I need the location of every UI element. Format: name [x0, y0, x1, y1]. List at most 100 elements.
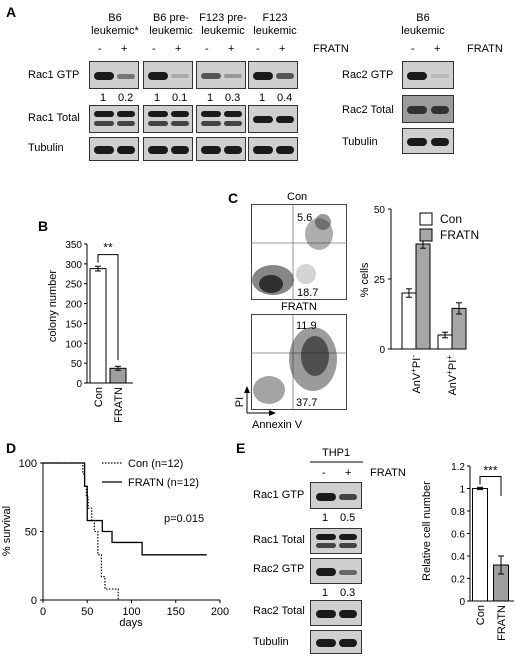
quant-value: 1	[100, 92, 107, 104]
quant-value: 0.3	[225, 92, 241, 104]
x-tick-label: Con	[475, 605, 487, 625]
cell-line-label: THP1	[322, 447, 351, 459]
quant-value: 1	[259, 92, 266, 104]
row-label-tubulin-e: Tubulin	[253, 636, 289, 648]
row-label-rac2-total: Rac2 Total	[342, 104, 394, 116]
row-label-rac1-total: Rac1 Total	[28, 112, 80, 124]
blot-e-rac1-gtp	[310, 482, 362, 509]
panel-e-label: E	[236, 440, 246, 456]
right-group-line1: B6	[416, 12, 430, 24]
row-label-tubulin-right: Tubulin	[342, 136, 378, 148]
x-tick-label: Con	[93, 387, 105, 407]
fratn-label: FRATN	[313, 43, 349, 55]
quant-value: 1	[207, 92, 214, 104]
x-tick-label: AnV+PI-	[409, 355, 424, 394]
row-label-rac1-total-e: Rac1 Total	[253, 534, 305, 546]
x-tick-label: 200	[211, 606, 229, 618]
y-tick-label: 0	[459, 597, 465, 608]
lane-sign: -	[322, 467, 326, 479]
y-tick-label: 50	[25, 527, 37, 539]
facs-y-axis-label: PI	[234, 397, 246, 407]
y-axis-label: % cells	[359, 262, 371, 297]
x-tick-label: FRATN	[496, 605, 508, 641]
legend-label: FRATN	[440, 228, 479, 242]
blot-e-rac2-gtp	[310, 558, 362, 584]
quant-value: 0.5	[340, 512, 356, 524]
lane-sign: +	[279, 43, 286, 55]
x-tick-label: 100	[122, 606, 140, 618]
blot-tubulin-b6-leukemic	[89, 137, 139, 161]
y-tick-label: 50	[71, 359, 83, 370]
facs-x-axis-label: Annexin V	[252, 419, 303, 431]
facs-plot-fratn: 11.9 37.7	[251, 314, 347, 410]
row-label-rac2-gtp-e: Rac2 GTP	[253, 563, 305, 575]
y-axis-label: Relative cell number	[421, 481, 433, 581]
lane-sign: +	[228, 43, 235, 55]
blot-tubulin-f123-leukemic	[248, 137, 298, 161]
y-tick-label: 200	[65, 300, 82, 311]
bar	[472, 488, 488, 602]
blot-rac1-gtp-f123-leukemic	[248, 61, 298, 89]
blot-rac2-total	[402, 95, 454, 123]
blot-rac1-total-b6-preleukemic	[143, 105, 193, 133]
y-tick-label: 250	[65, 280, 82, 291]
facs-con-bottom-value: 18.7	[297, 287, 318, 299]
x-tick-label: FRATN	[113, 387, 125, 423]
panel-c-label: C	[228, 190, 239, 206]
significance-marker: **	[103, 241, 113, 255]
quant-value: 1	[322, 512, 329, 524]
blot-rac1-gtp-b6-preleukemic	[143, 61, 193, 89]
row-label-rac1-gtp: Rac1 GTP	[28, 69, 80, 81]
blot-tubulin-b6-preleukemic	[143, 137, 193, 161]
lane-sign: +	[345, 467, 352, 479]
y-tick-label: 25	[374, 275, 386, 286]
y-tick-label: 150	[65, 319, 82, 330]
legend-swatch	[419, 212, 433, 226]
blot-rac1-total-f123-preleukemic	[196, 105, 246, 133]
row-label-rac2-total-e: Rac2 Total	[253, 605, 305, 617]
y-tick-label: 0.6	[451, 530, 465, 541]
x-tick-label: 150	[167, 606, 185, 618]
row-label-tubulin: Tubulin	[28, 142, 64, 154]
lane-sign: -	[98, 43, 102, 55]
right-group-line2: leukemic	[401, 25, 445, 37]
y-axis-label: colony number	[47, 270, 59, 342]
x-axis-label: days	[119, 617, 143, 629]
y-tick-label: 0.2	[451, 575, 465, 586]
facs-fratn-top-value: 11.9	[296, 320, 317, 332]
legend-label: FRATN (n=12)	[128, 477, 199, 489]
group-b6-leukemic-line2: leukemic*	[91, 25, 139, 37]
quant-value: 0.2	[118, 92, 134, 104]
y-tick-label: 100	[19, 458, 37, 470]
x-tick-label: 0	[40, 606, 46, 618]
facs-con-top-value: 5.6	[297, 212, 312, 224]
group-b6-preleukemic-line1: B6 pre-	[152, 12, 190, 24]
y-tick-label: 0	[76, 379, 82, 390]
y-tick-label: 0	[379, 345, 385, 356]
quant-value: 0.1	[172, 92, 188, 104]
p-value-annotation: p=0.015	[164, 513, 204, 525]
lane-sign: +	[434, 43, 441, 55]
blot-rac1-gtp-f123-preleukemic	[196, 61, 246, 89]
panel-b-label: B	[38, 218, 49, 234]
quant-value: 1	[154, 92, 161, 104]
fratn-label-e: FRATN	[370, 467, 406, 479]
significance-marker: ***	[483, 464, 497, 478]
group-f123-preleukemic-line2: leukemic	[201, 25, 245, 37]
y-tick-label: 1.2	[451, 462, 465, 473]
survival-curve-con	[43, 462, 119, 600]
blot-tubulin-right	[402, 128, 454, 154]
blot-rac1-total-f123-leukemic	[248, 105, 298, 133]
legend-swatch	[419, 228, 433, 242]
lane-sign: -	[152, 43, 156, 55]
lane-sign: -	[205, 43, 209, 55]
y-tick-label: 300	[65, 260, 82, 271]
lane-sign: -	[411, 43, 415, 55]
y-tick-label: 0.4	[451, 552, 465, 563]
facs-title-con: Con	[287, 191, 308, 203]
y-tick-label: 1	[459, 485, 465, 496]
